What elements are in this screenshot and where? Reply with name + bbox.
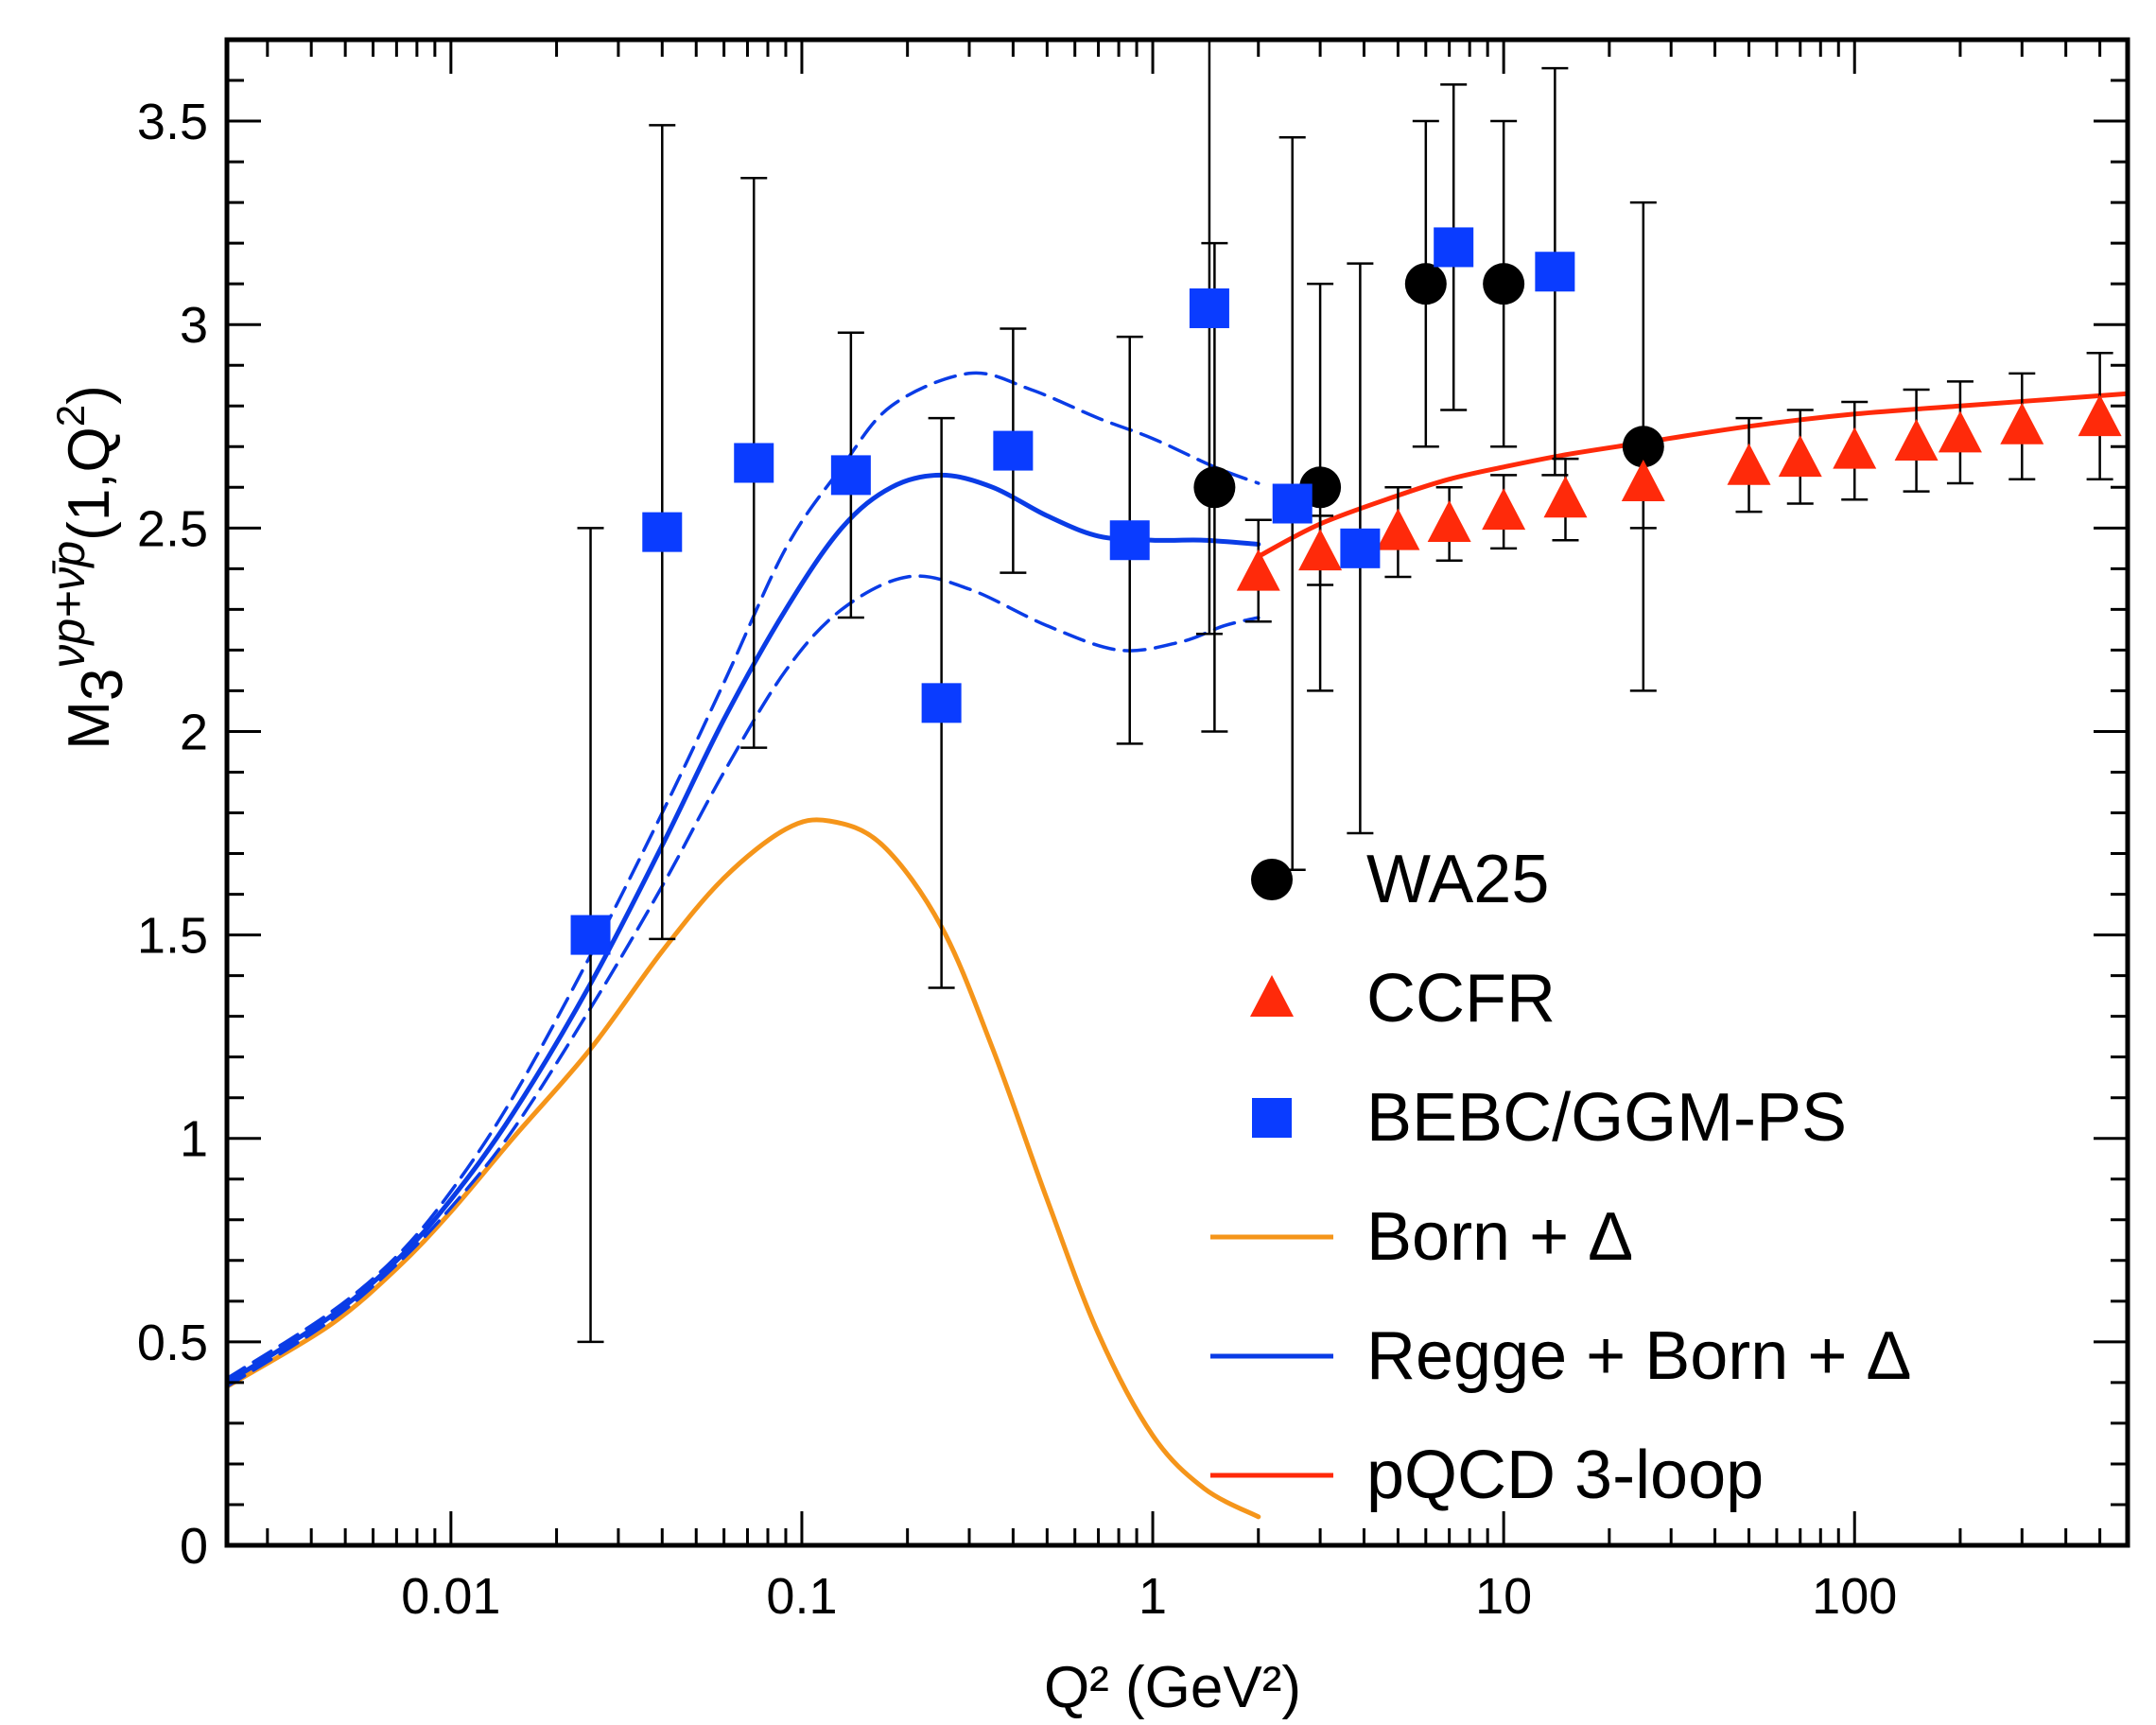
y-axis-label-main: M: [57, 701, 122, 750]
x-tick-label: 0.01: [401, 1568, 500, 1625]
markers-layer: [570, 227, 2122, 955]
x-axis-label: Q² (GeV²): [1044, 1655, 1301, 1720]
legend-swatch: [1250, 975, 1294, 1017]
point-bebc-ggm-ps: [642, 512, 683, 552]
y-tick-label: 0.5: [137, 1315, 208, 1371]
legend-item-born: Born + Δ: [1210, 1199, 1633, 1275]
y-tick-label: 1: [180, 1111, 208, 1168]
point-wa25: [1483, 263, 1525, 305]
y-axis-label: M3νp+ν̄p(1,Q2): [42, 385, 135, 750]
y-axis-label-args: (1,Q: [57, 427, 122, 541]
point-wa25: [1622, 426, 1664, 468]
point-bebc-ggm-ps: [921, 683, 962, 723]
x-tick-label: 0.1: [766, 1568, 837, 1625]
legend-label: Regge + Born + Δ: [1366, 1318, 1911, 1394]
point-wa25: [1404, 263, 1447, 305]
y-axis-label-args-close: ): [57, 385, 122, 405]
point-ccfr: [1543, 476, 1588, 518]
point-bebc-ggm-ps: [1189, 288, 1229, 328]
point-ccfr: [1894, 418, 1939, 461]
y-tick-label: 2: [180, 704, 208, 760]
point-bebc-ggm-ps: [830, 455, 871, 496]
point-bebc-ggm-ps: [734, 443, 774, 483]
legend-item-pqcd-3-loop: pQCD 3-loop: [1210, 1438, 1764, 1513]
curve-pqcd-3-loop: [1256, 391, 2128, 559]
curve-regge-born: [227, 472, 1261, 1385]
point-bebc-ggm-ps: [1272, 483, 1313, 524]
axes-layer: 0.01 0.1 1 10 100 0 0.5 1 1.5 2 2.5 3 3.5: [137, 37, 2130, 1625]
legend-label: pQCD 3-loop: [1366, 1438, 1764, 1513]
point-ccfr: [1482, 488, 1526, 531]
legend-item-wa25: WA25: [1251, 842, 1549, 917]
plot-frame: [224, 37, 2130, 1548]
legend-item-ccfr: CCFR: [1250, 961, 1556, 1037]
curves-layer: [227, 371, 2128, 1520]
point-ccfr: [2078, 394, 2122, 437]
point-ccfr: [1621, 459, 1665, 501]
legend: WA25 CCFR BEBC/GGM-PS Born + Δ Regge + Born …: [1210, 842, 1911, 1513]
y-tick-label: 1.5: [137, 908, 208, 965]
point-ccfr: [1833, 427, 1877, 469]
point-bebc-ggm-ps: [1340, 528, 1381, 568]
curve-born: [227, 817, 1261, 1520]
y-tick-label: 3.5: [137, 94, 208, 150]
curve-regge-lower-band: [227, 574, 1261, 1388]
point-bebc-ggm-ps: [1434, 227, 1474, 268]
legend-label: Born + Δ: [1366, 1199, 1633, 1275]
y-axis-label-sub: 3: [70, 669, 135, 701]
y-tick-label: 3: [180, 297, 208, 354]
curve-regge-upper-band: [227, 371, 1261, 1381]
point-wa25: [1193, 466, 1236, 509]
y-tick-label: 2.5: [137, 500, 208, 557]
error-bars-layer: [577, 40, 2113, 1344]
point-ccfr: [1298, 529, 1343, 571]
point-ccfr: [1727, 443, 1771, 485]
point-ccfr: [1778, 435, 1822, 478]
point-ccfr: [1938, 410, 1982, 453]
point-ccfr: [2000, 402, 2044, 444]
legend-label: BEBC/GGM-PS: [1366, 1080, 1847, 1156]
x-tick-label: 100: [1812, 1568, 1897, 1625]
y-axis-label-sup: νp+ν̄p: [42, 541, 95, 669]
legend-swatch: [1251, 859, 1293, 900]
legend-item-bebc-ggm-ps: BEBC/GGM-PS: [1252, 1080, 1847, 1156]
point-bebc-ggm-ps: [993, 430, 1034, 471]
y-axis-label-args-sup: 2: [48, 405, 93, 427]
legend-item-regge-born: Regge + Born + Δ: [1210, 1318, 1911, 1394]
x-tick-label: 10: [1475, 1568, 1532, 1625]
point-ccfr: [1236, 549, 1280, 591]
legend-swatch: [1252, 1098, 1292, 1138]
point-bebc-ggm-ps: [1535, 252, 1575, 292]
y-tick-label: 0: [180, 1518, 208, 1575]
legend-label: WA25: [1366, 842, 1549, 917]
axis-labels: Q² (GeV²) M3νp+ν̄p(1,Q2): [42, 385, 1301, 1720]
point-bebc-ggm-ps: [570, 915, 611, 955]
point-ccfr: [1376, 508, 1420, 550]
x-tick-label: 1: [1139, 1568, 1167, 1625]
point-ccfr: [1427, 500, 1471, 543]
point-bebc-ggm-ps: [1109, 520, 1150, 561]
legend-label: CCFR: [1366, 961, 1556, 1037]
